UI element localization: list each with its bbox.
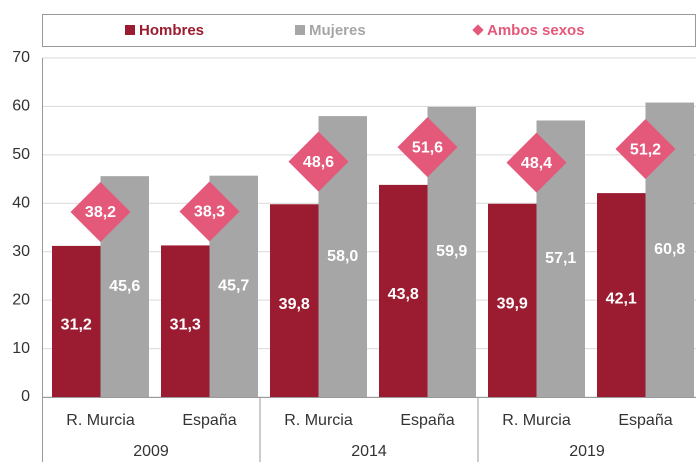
x-tick-label: R. Murcia xyxy=(66,412,135,429)
x-tick-label: R. Murcia xyxy=(502,412,571,429)
bar xyxy=(161,245,210,397)
y-tick-label: 30 xyxy=(12,243,30,260)
data-label: 39,8 xyxy=(279,296,310,313)
legend-label: Ambos sexos xyxy=(487,22,585,39)
data-label: 59,9 xyxy=(436,243,467,260)
y-tick-label: 20 xyxy=(12,291,30,308)
bar xyxy=(270,204,319,397)
data-label: 51,2 xyxy=(630,141,661,158)
diamond-marker xyxy=(397,117,458,178)
x-tick-label: España xyxy=(182,412,236,429)
data-label: 42,1 xyxy=(606,290,637,307)
bar xyxy=(597,193,646,397)
bar xyxy=(379,184,428,397)
data-label: 31,3 xyxy=(170,316,201,333)
diamond-marker xyxy=(615,119,676,180)
data-label: 45,7 xyxy=(218,278,249,295)
legend-box xyxy=(42,14,696,47)
group-label: 2019 xyxy=(569,443,605,460)
legend-label: Mujeres xyxy=(309,22,366,39)
data-label: 38,3 xyxy=(194,204,225,221)
data-label: 39,9 xyxy=(497,296,528,313)
data-label: 48,6 xyxy=(303,154,334,171)
y-tick-label: 40 xyxy=(12,195,30,212)
data-label: 58,0 xyxy=(327,248,358,265)
y-tick-label: 60 xyxy=(12,98,30,115)
x-tick-label: España xyxy=(618,412,672,429)
data-label: 31,2 xyxy=(61,317,92,334)
data-label: 48,4 xyxy=(521,155,552,172)
y-tick-label: 10 xyxy=(12,340,30,357)
group-label: 2014 xyxy=(351,443,387,460)
diamond-marker xyxy=(506,132,567,193)
y-tick-label: 0 xyxy=(21,388,30,405)
data-label: 43,8 xyxy=(388,286,419,303)
data-label: 57,1 xyxy=(545,250,576,267)
diamond-marker xyxy=(179,181,240,242)
diamond-marker xyxy=(288,131,349,192)
legend-marker xyxy=(125,25,135,35)
diamond-marker xyxy=(70,182,131,243)
x-tick-label: España xyxy=(400,412,454,429)
legend-marker xyxy=(295,25,305,35)
group-label: 2009 xyxy=(133,443,169,460)
data-label: 60,8 xyxy=(654,241,685,258)
y-tick-label: 70 xyxy=(12,49,30,66)
y-tick-label: 50 xyxy=(12,146,30,163)
bar xyxy=(488,203,537,397)
x-tick-label: R. Murcia xyxy=(284,412,353,429)
data-label: 38,2 xyxy=(85,204,116,221)
legend-label: Hombres xyxy=(139,22,204,39)
data-label: 51,6 xyxy=(412,139,443,156)
bar xyxy=(52,245,101,397)
data-label: 45,6 xyxy=(109,278,140,295)
